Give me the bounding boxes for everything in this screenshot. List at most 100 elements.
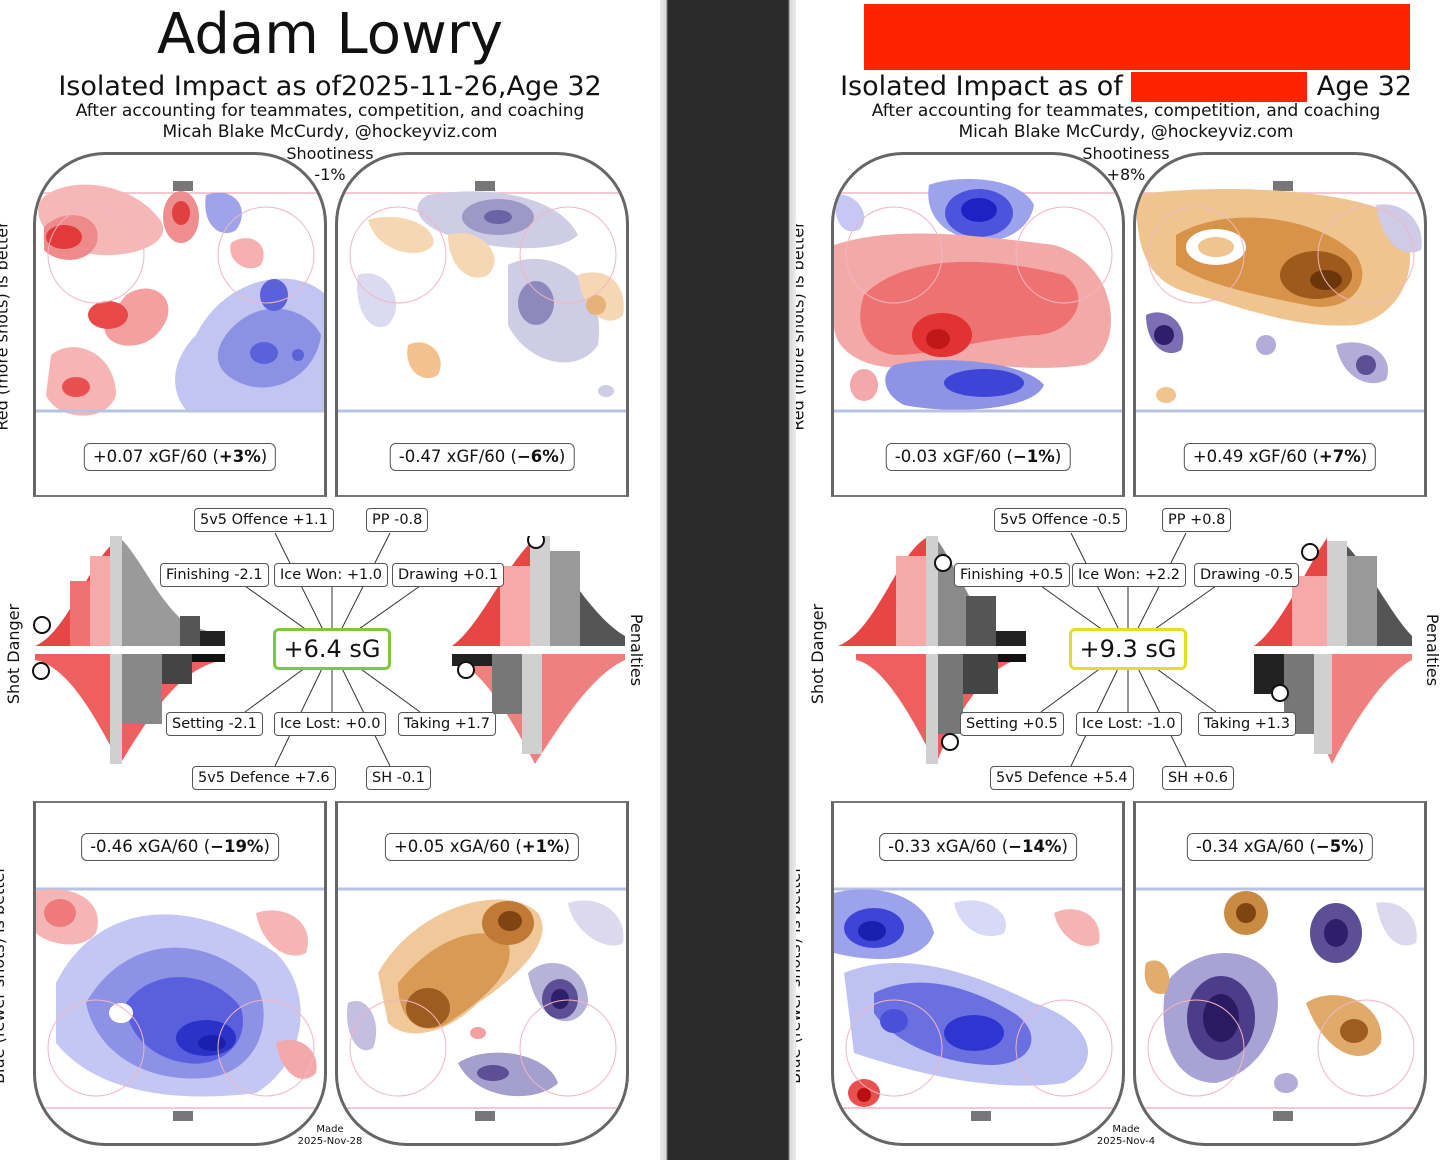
xgf-team-pct: +3% [218, 447, 261, 466]
iso-suffix: Age 32 [1316, 71, 1412, 102]
iso-prefix: Isolated Impact as of [58, 71, 342, 102]
made-label: Made [316, 1124, 344, 1135]
rink-defence-shooting: +0.05 xGA/60 (+1%) [335, 801, 629, 1146]
defence-axis-label: Blue (fewer shots) is better [796, 866, 804, 1084]
heatmap-defence-team [834, 887, 1122, 1121]
shootiness-value: -1% [314, 165, 346, 184]
heatmap-offence-shooting [338, 181, 626, 413]
label-setting: Setting +0.5 [960, 712, 1064, 736]
iso-prefix: Isolated Impact as of [840, 71, 1123, 102]
label-sh: SH +0.6 [1162, 766, 1234, 790]
xgf-shooting-value: -0.47 xGF/60 [398, 447, 506, 466]
penalties-distribution [1254, 538, 1412, 764]
shootiness-label: Shootiness [1082, 144, 1170, 163]
offence-axis-label: Red (more shots) is better [796, 221, 808, 431]
screen-divider [660, 0, 796, 1160]
rink-offence-team: +0.07 xGF/60 (+3%) [33, 152, 327, 497]
heatmap-defence-team [36, 887, 324, 1121]
label-pp: PP -0.8 [366, 508, 429, 532]
label-ice-lost: Ice Lost: +0.0 [274, 712, 387, 736]
shootiness-label: Shootiness [286, 144, 374, 163]
rink-defence-shooting: -0.34 xGA/60 (−5%) [1133, 801, 1427, 1146]
label-drawing: Drawing +0.1 [392, 563, 505, 587]
label-finishing: Finishing -2.1 [160, 563, 269, 587]
xgf-team-value: -0.03 xGF/60 [894, 447, 1002, 466]
shot-danger-axis-label: Shot Danger [4, 603, 24, 705]
xgf-team-value: +0.07 xGF/60 [92, 447, 208, 466]
heatmap-defence-shooting [1136, 887, 1424, 1121]
subtitle: After accounting for teammates, competit… [75, 101, 585, 121]
sg-breakdown: +6.4 sG 5v5 Offence +1.1 PP -0.8 Finishi… [0, 500, 660, 800]
xga-shooting-value: +0.05 xGA/60 [393, 837, 511, 856]
shootiness-value: +8% [1106, 165, 1146, 184]
xgf-shooting-pct: −6% [516, 447, 559, 466]
made-label: Made [1112, 1124, 1140, 1135]
heatmap-offence-team [834, 179, 1122, 413]
label-5v5-defence: 5v5 Defence +5.4 [990, 766, 1134, 790]
label-pp: PP +0.8 [1162, 508, 1232, 532]
xga-team-value: -0.46 xGA/60 [90, 837, 199, 856]
xga-team-pct: −14% [1008, 837, 1062, 856]
defence-axis-label: Blue (fewer shots) is better [0, 866, 8, 1084]
shot-danger-axis-label: Shot Danger [808, 603, 828, 705]
label-finishing: Finishing +0.5 [954, 563, 1070, 587]
player-name: Adam Lowry [157, 2, 503, 67]
isolated-impact-title: Isolated Impact as of 2025-11-26, Age 32 [0, 70, 660, 104]
sg-breakdown: +9.3 sG 5v5 Offence -0.5 PP +0.8 Finishi… [796, 500, 1456, 800]
rink-offence-shooting: +0.49 xGF/60 (+7%) [1133, 152, 1427, 497]
xga-team-pct: −19% [210, 837, 264, 856]
shot-danger-distribution [32, 536, 225, 764]
player-card-right: Isolated Impact as of Age 32 After accoun… [796, 0, 1456, 1160]
xgf-team-box: -0.03 xGF/60 (−1%) [885, 443, 1071, 471]
iso-date: 2025-11-26, [341, 71, 507, 102]
author-credit: Micah Blake McCurdy, @hockeyviz.com [162, 122, 498, 142]
xga-shooting-pct: +1% [521, 837, 564, 856]
total-sg-box: +9.3 sG [1069, 628, 1187, 670]
rink-defence-team: -0.46 xGA/60 (−19%) [33, 801, 327, 1146]
author-credit: Micah Blake McCurdy, @hockeyviz.com [958, 122, 1294, 142]
label-5v5-offence: 5v5 Offence +1.1 [194, 508, 334, 532]
rink-offence-shooting: -0.47 xGF/60 (−6%) [335, 152, 629, 497]
rink-offence-team: -0.03 xGF/60 (−1%) [831, 152, 1125, 497]
made-date: 2025-Nov-4 [1096, 1136, 1156, 1147]
xga-shooting-pct: −5% [1315, 837, 1358, 856]
penalties-distribution [452, 536, 625, 764]
heatmap-offence-team [36, 181, 324, 416]
xga-team-box: -0.33 xGA/60 (−14%) [879, 833, 1077, 861]
isolated-impact-title: Isolated Impact as of Age 32 [796, 70, 1456, 104]
label-ice-lost: Ice Lost: -1.0 [1076, 712, 1182, 736]
redacted-date [1130, 72, 1307, 102]
offence-axis-label: Red (more shots) is better [0, 221, 12, 431]
redacted-player-name [864, 4, 1410, 70]
label-5v5-defence: 5v5 Defence +7.6 [192, 766, 336, 790]
label-5v5-offence: 5v5 Offence -0.5 [994, 508, 1127, 532]
total-sg-box: +6.4 sG [273, 628, 391, 670]
player-card-left: Adam Lowry Isolated Impact as of 2025-11… [0, 0, 660, 1160]
xgf-shooting-pct: +7% [1318, 447, 1361, 466]
label-taking: Taking +1.7 [398, 712, 496, 736]
rink-defence-team: -0.33 xGA/60 (−14%) [831, 801, 1125, 1146]
label-taking: Taking +1.3 [1198, 712, 1296, 736]
xga-shooting-value: -0.34 xGA/60 [1195, 837, 1305, 856]
heatmap-offence-shooting [1136, 181, 1424, 413]
heatmap-defence-shooting [338, 887, 626, 1121]
label-setting: Setting -2.1 [166, 712, 263, 736]
made-date: 2025-Nov-28 [297, 1136, 363, 1147]
subtitle: After accounting for teammates, competit… [871, 101, 1381, 121]
xgf-team-box: +0.07 xGF/60 (+3%) [83, 443, 277, 471]
label-sh: SH -0.1 [366, 766, 432, 790]
xgf-shooting-value: +0.49 xGF/60 [1192, 447, 1308, 466]
penalties-axis-label: Penalties [1423, 613, 1443, 687]
label-ice-won: Ice Won: +1.0 [274, 563, 389, 587]
xga-shooting-box: -0.34 xGA/60 (−5%) [1186, 833, 1374, 861]
xga-shooting-box: +0.05 xGA/60 (+1%) [384, 833, 580, 861]
xgf-shooting-box: +0.49 xGF/60 (+7%) [1183, 443, 1377, 471]
penalties-axis-label: Penalties [627, 613, 647, 687]
xga-team-value: -0.33 xGA/60 [888, 837, 997, 856]
iso-suffix: Age 32 [506, 71, 602, 102]
label-ice-won: Ice Won: +2.2 [1072, 563, 1187, 587]
label-drawing: Drawing -0.5 [1194, 563, 1300, 587]
shot-danger-distribution [838, 536, 1026, 764]
xgf-shooting-box: -0.47 xGF/60 (−6%) [389, 443, 575, 471]
xgf-team-pct: −1% [1012, 447, 1055, 466]
